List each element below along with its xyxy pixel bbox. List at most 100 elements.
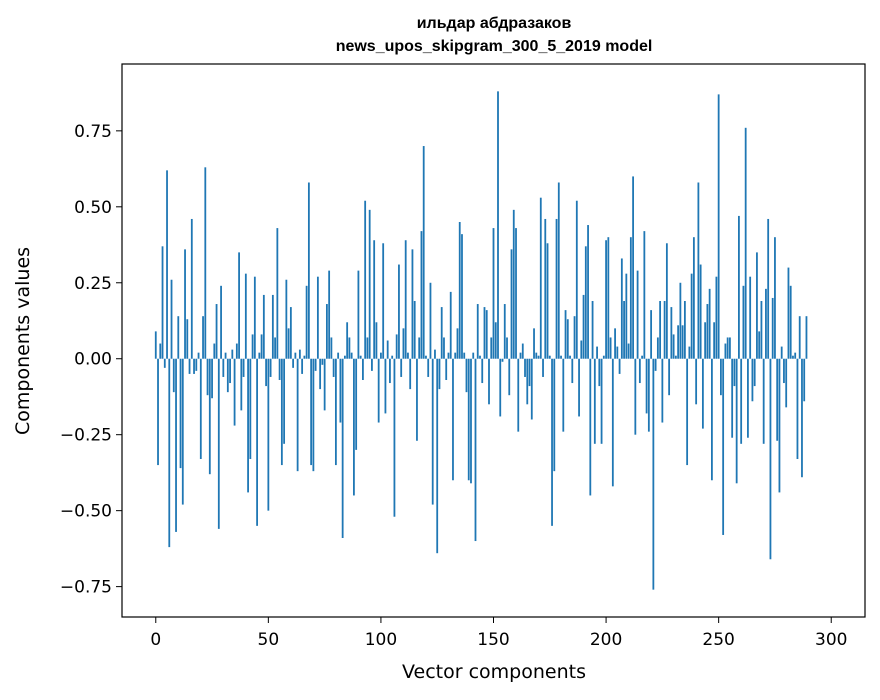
bar-18	[195, 358, 198, 371]
bar-86	[348, 337, 351, 359]
bar-180	[560, 355, 562, 359]
bar-231	[674, 355, 677, 359]
bar-61	[292, 358, 295, 368]
bar-11	[179, 358, 182, 469]
bar-249	[715, 276, 718, 359]
bar-152	[497, 91, 499, 359]
bar-22	[204, 167, 207, 359]
bar-287	[801, 358, 803, 478]
bar-253	[724, 343, 727, 359]
bar-135	[458, 222, 461, 359]
bar-0	[154, 331, 157, 359]
bar-218	[645, 358, 648, 414]
bar-4	[163, 358, 166, 368]
bar-275	[774, 237, 776, 359]
bar-89	[355, 358, 358, 450]
chart-title-line1: ильдар абдразаков	[417, 15, 572, 32]
bar-8	[172, 358, 175, 393]
y-tick-label: −0.25	[60, 426, 112, 446]
bar-265	[751, 358, 754, 402]
bar-161	[517, 358, 520, 432]
bar-99	[377, 358, 380, 423]
bar-187	[575, 200, 578, 359]
bar-150	[492, 228, 495, 359]
bar-270	[762, 358, 765, 444]
bar-27	[215, 304, 218, 359]
bar-21	[202, 316, 204, 359]
bar-137	[463, 352, 466, 359]
bar-3	[161, 246, 164, 359]
bar-169	[535, 352, 538, 359]
chart-title-line2: news_upos_skipgram_300_5_2019 model	[336, 38, 653, 55]
bar-203	[611, 358, 614, 487]
bar-91	[359, 355, 362, 359]
bar-176	[551, 358, 553, 526]
bar-7	[170, 279, 173, 359]
bar-63	[296, 358, 299, 472]
bar-105	[391, 355, 394, 359]
bar-281	[787, 267, 790, 359]
bar-250	[717, 94, 720, 359]
bar-209	[625, 273, 628, 359]
bar-73	[319, 358, 322, 390]
bar-159	[512, 209, 515, 359]
bar-106	[393, 358, 396, 517]
x-axis-label: Vector components	[402, 661, 586, 683]
bar-201	[607, 237, 610, 359]
bar-51	[269, 358, 272, 377]
bar-143	[476, 304, 479, 359]
bar-29	[220, 285, 222, 359]
bar-239	[692, 237, 695, 359]
bar-100	[380, 352, 382, 359]
bar-238	[690, 273, 693, 359]
bar-44	[253, 276, 256, 359]
bar-41	[247, 358, 249, 493]
bar-87	[350, 352, 353, 359]
bar-104	[389, 358, 391, 384]
bar-10	[177, 316, 180, 359]
bar-230	[672, 334, 675, 359]
bar-129	[445, 358, 448, 380]
bar-162	[519, 352, 522, 359]
bar-102	[384, 358, 387, 414]
bar-264	[749, 276, 752, 359]
bar-274	[771, 297, 774, 359]
bar-221	[652, 358, 655, 590]
bar-140	[470, 358, 472, 484]
bar-279	[783, 358, 785, 384]
bar-144	[479, 355, 481, 359]
bar-246	[708, 288, 711, 359]
bar-166	[528, 358, 531, 387]
bar-248	[713, 322, 716, 359]
bar-136	[461, 234, 463, 359]
bar-55	[278, 358, 281, 380]
bar-185	[571, 358, 574, 384]
bar-243	[701, 358, 704, 429]
bar-174	[546, 243, 549, 359]
bar-93	[364, 200, 367, 359]
bar-65	[301, 358, 304, 374]
bar-50	[267, 358, 270, 511]
bar-271	[765, 288, 767, 359]
bar-228	[668, 358, 671, 396]
bar-247	[711, 358, 713, 481]
bar-74	[321, 358, 324, 365]
bar-24	[208, 358, 211, 475]
bar-64	[298, 349, 301, 359]
bar-156	[506, 337, 508, 359]
bar-153	[499, 358, 502, 417]
bar-134	[456, 328, 459, 359]
bar-262	[744, 127, 747, 359]
bar-158	[510, 249, 513, 359]
bar-260	[740, 358, 743, 444]
bar-47	[260, 334, 263, 359]
bar-224	[659, 301, 662, 359]
bar-113	[409, 358, 412, 390]
bar-178	[555, 218, 558, 359]
y-axis-label: Components values	[12, 247, 34, 435]
bar-197	[598, 358, 601, 387]
bar-214	[636, 270, 639, 359]
x-tick-label: 250	[702, 630, 734, 650]
bar-263	[747, 358, 749, 438]
